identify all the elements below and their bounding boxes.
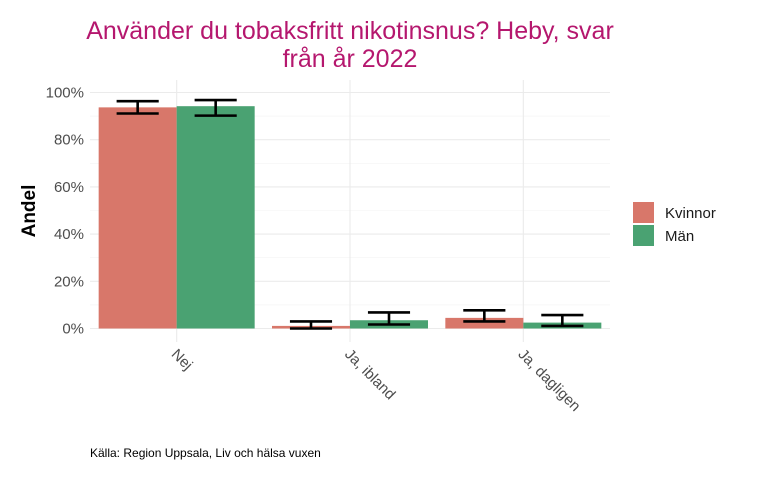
x-tick-label: Nej — [168, 346, 196, 374]
x-tick-label: Ja, dagligen — [515, 346, 584, 415]
error-bar — [463, 309, 506, 323]
y-tick-label: 100% — [46, 85, 84, 102]
legend: Kvinnor Män — [633, 202, 716, 246]
x-tick-label: Ja, ibland — [341, 346, 398, 403]
error-bar — [116, 99, 159, 115]
bar-kvinnor-0 — [98, 107, 177, 329]
chart-title-line-2: från år 2022 — [283, 45, 418, 73]
chart-title-line-1: Använder du tobaksfritt nikotinsnus? Heb… — [86, 17, 614, 45]
bar-kvinnor-2 — [445, 317, 524, 329]
error-bar — [541, 313, 584, 328]
error-bar — [289, 320, 333, 330]
x-axis-ticks: Nej Ja, ibland Ja, dagligen — [168, 346, 584, 415]
legend-label: Män — [665, 228, 694, 245]
y-tick-label: 80% — [54, 132, 84, 149]
bars — [98, 106, 602, 329]
error-bars — [116, 98, 584, 330]
error-bar — [194, 98, 237, 117]
y-tick-label: 40% — [54, 226, 84, 243]
legend-label: Kvinnor — [665, 205, 716, 222]
y-tick-label: 0% — [62, 321, 84, 338]
bar-m-n-0 — [176, 106, 255, 329]
y-axis-ticks: 0% 20% 40% 60% 80% 100% — [46, 85, 84, 338]
error-bar — [367, 311, 411, 326]
legend-key — [633, 202, 654, 223]
y-tick-label: 20% — [54, 273, 84, 290]
y-axis-label: Andel — [19, 185, 40, 238]
y-tick-label: 60% — [54, 179, 84, 196]
caption: Källa: Region Uppsala, Liv och hälsa vux… — [90, 446, 321, 460]
legend-key — [633, 225, 654, 246]
